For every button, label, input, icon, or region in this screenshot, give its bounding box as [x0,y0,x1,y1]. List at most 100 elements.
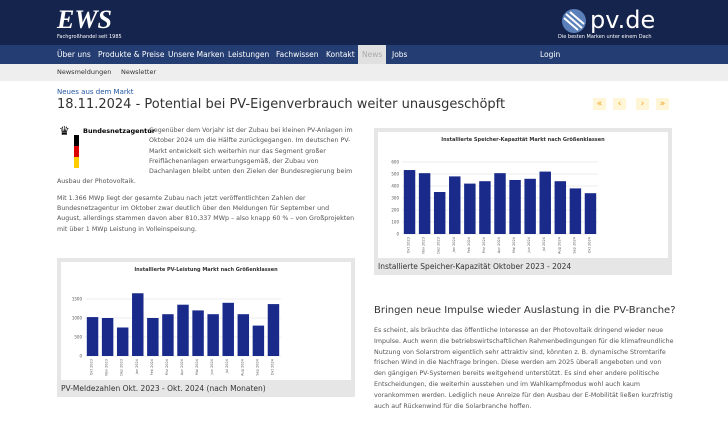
nav-item[interactable]: Unsere Marken [168,50,225,59]
y-tick-label: 1000 [72,316,83,321]
x-tick-label: Jul 2024 [225,358,229,374]
nav-item[interactable]: Über uns [57,50,91,59]
bar [494,173,506,234]
y-tick-label: 0 [79,354,82,359]
x-tick-label: Mai 2024 [512,236,516,253]
x-tick-label: Jan 2024 [135,358,139,375]
nav-item[interactable]: Fachwissen [276,50,319,59]
x-tick-label: Okt 2023 [90,359,94,375]
bar [449,176,461,234]
nav-item[interactable]: Jobs [392,50,408,59]
page-prev[interactable]: ‹ [613,98,626,110]
flag [74,135,79,168]
x-tick-label: Sep 2024 [255,358,259,375]
x-tick-label: Jan 2024 [452,236,456,253]
nav-item-active[interactable]: News [358,45,387,64]
bar [584,193,597,234]
sub-nav-item[interactable]: Newsmeldungen [57,68,112,76]
x-tick-label: Nov 2023 [422,237,426,254]
x-tick-label: Apr 2024 [497,236,501,253]
eagle: ♛ [59,124,70,138]
x-tick-label: Mrz 2024 [165,358,169,375]
nav-item[interactable]: Kontakt [326,50,355,59]
y-tick-label: 200 [391,208,399,213]
bar [267,304,280,356]
x-tick-label: Jul 2024 [542,236,546,252]
nav-item[interactable]: Produkte & Preise [98,50,165,59]
page-first[interactable]: « [593,98,606,110]
figure: Installierte Speicher-Kapazität Markt na… [374,128,672,275]
login[interactable]: Login [540,50,561,59]
brand-subtitle: Die besten Marken unter einem Dach [558,34,652,40]
bar [101,318,114,356]
bar [554,181,567,234]
paragraph: Gegenüber dem Vorjahr ist der Zubau bei … [57,127,353,186]
sub-nav: Newsmeldungen Newsletter [0,64,728,81]
bar [222,302,234,356]
bar [524,178,536,234]
bar [162,314,174,356]
page-next[interactable]: › [636,98,649,110]
y-tick-label: 100 [391,220,399,225]
x-tick-label: Okt 2024 [270,358,274,375]
bar [207,314,219,356]
caption: Installierte Speicher-Kapazität Oktober … [378,262,572,271]
bar [433,192,446,234]
chart: Installierte PV-Leistung Markt nach Größ… [61,262,351,380]
logo-subtitle: Fachgroßhandel seit 1985 [57,34,122,40]
y-tick-label: 400 [391,184,399,189]
paragraph: Es scheint, als bräuchte das öffentliche… [374,327,674,410]
bar [147,318,159,356]
section-heading: Bringen neue Impulse wieder Auslastung i… [374,305,676,316]
x-tick-label: Feb 2024 [150,358,154,375]
bar [403,170,416,234]
agency-name: Bundesnetzagentur [83,127,156,135]
x-tick-label: Okt 2024 [587,236,591,253]
x-tick-label: Nov 2023 [105,359,109,376]
bar [237,314,250,356]
sub-nav-item[interactable]: Newsletter [121,68,157,76]
chart: Installierte Speicher-Kapazität Markt na… [378,132,668,258]
article-title: 18.11.2024 - Potential bei PV-Eigenverbr… [57,97,506,112]
figure: Installierte PV-Leistung Markt nach Größ… [57,258,355,397]
x-tick-label: Mai 2024 [195,358,199,375]
agency-logo: ♛ Bundesnetzagentur [57,124,155,168]
article-left: ♛ Bundesnetzagentur Gegenüber dem Vorjahr… [57,124,355,241]
brand[interactable]: pv.de [590,6,656,34]
bar [177,304,189,356]
y-tick-label: 1500 [72,297,83,302]
x-tick-label: Aug 2024 [240,358,244,376]
bar [569,188,582,234]
y-tick-label: 300 [391,196,399,201]
x-tick-label: Sep 2024 [572,236,576,253]
brand-icon [562,9,586,33]
chart-title: Installierte PV-Leistung Markt nach Größ… [134,267,278,273]
bar [539,171,551,234]
page-last[interactable]: » [656,98,669,110]
y-tick-label: 0 [396,232,399,237]
bar [116,327,129,356]
x-tick-label: Okt 2023 [407,237,411,253]
header: EWS Fachgroßhandel seit 1985 pv.de Die b… [0,0,728,45]
nav-bar: Über uns Produkte & Preise Unsere Marken… [0,45,728,64]
y-tick-label: 600 [391,160,399,165]
chart-title: Installierte Speicher-Kapazität Markt na… [441,137,605,143]
y-tick-label: 500 [74,335,82,340]
x-tick-label: Mrz 2024 [482,236,486,253]
x-tick-label: Jun 2024 [210,358,214,375]
bar [418,173,431,234]
caption: PV-Meldezahlen Okt. 2023 - Okt. 2024 (na… [61,384,266,393]
x-tick-label: Aug 2024 [557,236,561,254]
logo[interactable]: EWS [57,5,112,34]
bar [252,325,265,356]
paragraph: Mit 1.366 MWp liegt der gesamte Zubau na… [57,194,355,233]
breadcrumb[interactable]: Neues aus dem Markt [57,88,134,96]
bar [86,317,99,356]
bar [509,180,521,234]
x-tick-label: Dez 2023 [120,359,124,376]
nav-item[interactable]: Leistungen [228,50,270,59]
x-tick-label: Apr 2024 [180,358,184,375]
bar [464,183,476,234]
